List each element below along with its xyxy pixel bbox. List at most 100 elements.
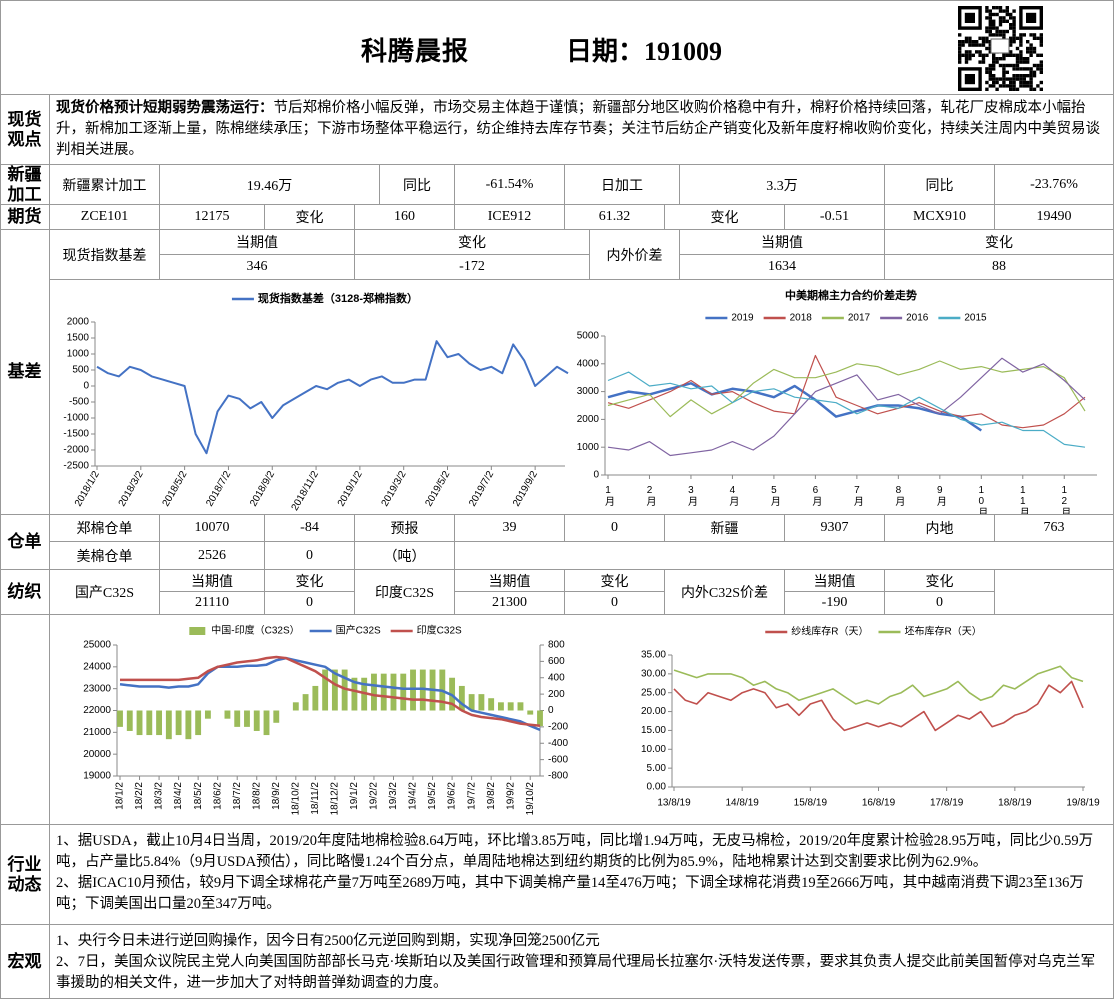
qr-module: [1039, 80, 1043, 85]
x-tick-label: 18/11/2: [310, 782, 321, 815]
bar: [224, 710, 231, 719]
x-tick-label: 18/7/2: [232, 782, 243, 810]
x-tick-label: 18/8/19: [998, 798, 1032, 809]
qr-module: [1015, 63, 1020, 68]
x-tick-label: 19/3/2: [388, 782, 399, 810]
row-label: 纺织: [0, 570, 50, 615]
qr-module: [1002, 80, 1006, 85]
qr-module: [985, 29, 989, 34]
y-tick-label: 1000: [67, 349, 90, 360]
x-tick-label: 3月: [685, 485, 697, 507]
qr-module: [1032, 50, 1037, 54]
qr-finder: [957, 67, 982, 92]
qr-module: [992, 80, 996, 85]
x-tick-label: 4月: [727, 485, 739, 507]
report-date: 日期：191009: [566, 37, 723, 66]
y-tick-label: 2000: [577, 414, 600, 425]
qr-module: [1009, 43, 1013, 47]
qr-module: [1009, 12, 1013, 17]
qr-module: [961, 40, 965, 44]
bar: [488, 698, 495, 711]
news-item: 2、7日，美国众议院民主党人向美国国防部部长马克·埃斯珀以及美国行政管理和预算局…: [56, 954, 1096, 991]
qr-module: [1012, 29, 1016, 34]
line: [607, 357, 1086, 457]
table-cell: 19.46万: [160, 165, 380, 205]
table-cell: 39: [455, 515, 565, 542]
table-cell: ICE912: [455, 205, 565, 230]
lead: 现货价格预计短期弱势震荡运行：: [56, 100, 274, 116]
qr-module: [985, 6, 989, 10]
qr-module: [1005, 19, 1009, 23]
line: [673, 680, 1084, 732]
qr-module: [988, 70, 992, 74]
x-tick-label: 18/9/2: [271, 782, 282, 810]
bar: [507, 702, 514, 711]
qr-module: [964, 40, 969, 44]
table-cell: 日加工: [565, 165, 680, 205]
qr-module: [1002, 33, 1006, 37]
qr-module: [1002, 16, 1006, 20]
qr-module: [1029, 46, 1033, 51]
qr-module: [1012, 9, 1016, 13]
x-tick-label: 19/5/2: [427, 782, 438, 810]
qr-module: [995, 26, 999, 30]
table-cell: 变化: [265, 570, 355, 592]
qr-module: [975, 40, 979, 44]
qr-module: [1002, 77, 1006, 81]
table-cell: 9307: [785, 515, 885, 542]
legend-label: 2016: [906, 313, 929, 324]
qr-module: [1019, 43, 1023, 47]
x-tick-label: 19/8/19: [1066, 798, 1100, 809]
qr-module: [1002, 63, 1006, 68]
qr-module: [988, 50, 992, 54]
y-tick-label: 22000: [83, 705, 111, 716]
qr-module: [985, 53, 989, 57]
qr-module: [968, 40, 972, 44]
bar: [185, 710, 192, 740]
bar: [146, 710, 153, 736]
y2-tick-label: 400: [548, 672, 565, 683]
x-tick-label: 19/7/2: [466, 782, 477, 810]
qr-module: [1026, 84, 1030, 88]
y-tick-label: 5000: [577, 331, 600, 342]
x-tick-label: 19/9/2: [505, 782, 516, 810]
bar: [312, 685, 319, 711]
qr-module: [985, 67, 989, 71]
qr-module: [1005, 70, 1009, 74]
x-tick-label: 18/3/2: [154, 782, 165, 810]
qr-module: [1012, 87, 1016, 91]
qr-module: [1015, 57, 1020, 61]
bar: [537, 710, 543, 727]
bar: [302, 694, 309, 711]
qr-module: [988, 23, 992, 27]
qr-module: [992, 19, 996, 23]
basis-chart: -2500 -2000 -1500 -1000 -500 0 500 1000 1500 2000…: [63, 291, 569, 513]
table-cell: 19490: [995, 205, 1114, 230]
bar: [410, 669, 416, 711]
table-cell: 当期值: [680, 230, 885, 255]
qr-module: [1029, 53, 1033, 57]
qr-module: [1022, 33, 1026, 37]
y-tick-label: 25.00: [641, 687, 666, 698]
table-cell: 61.32: [565, 205, 665, 230]
qr-module: [975, 43, 979, 47]
qr-module: [1019, 74, 1023, 78]
x-tick-label: 18/12/2: [330, 782, 341, 816]
table-cell: -0.51: [785, 205, 885, 230]
bar: [498, 702, 504, 711]
legend-swatch: [189, 627, 206, 635]
qr-module: [998, 19, 1003, 23]
x-tick-label: 5月: [768, 485, 780, 507]
qr-module: [1022, 80, 1026, 85]
table-cell: 21110: [160, 592, 265, 615]
table-cell: 变化: [885, 230, 1114, 255]
table-cell: 3.3万: [680, 165, 885, 205]
bar: [400, 673, 407, 711]
qr-module: [1002, 36, 1006, 40]
x-tick-label: 6月: [810, 485, 822, 507]
qr-module: [995, 33, 999, 37]
qr-module: [995, 60, 999, 64]
qr-module: [1015, 87, 1020, 91]
qr-module: [1039, 67, 1043, 71]
qr-module: [988, 26, 992, 30]
